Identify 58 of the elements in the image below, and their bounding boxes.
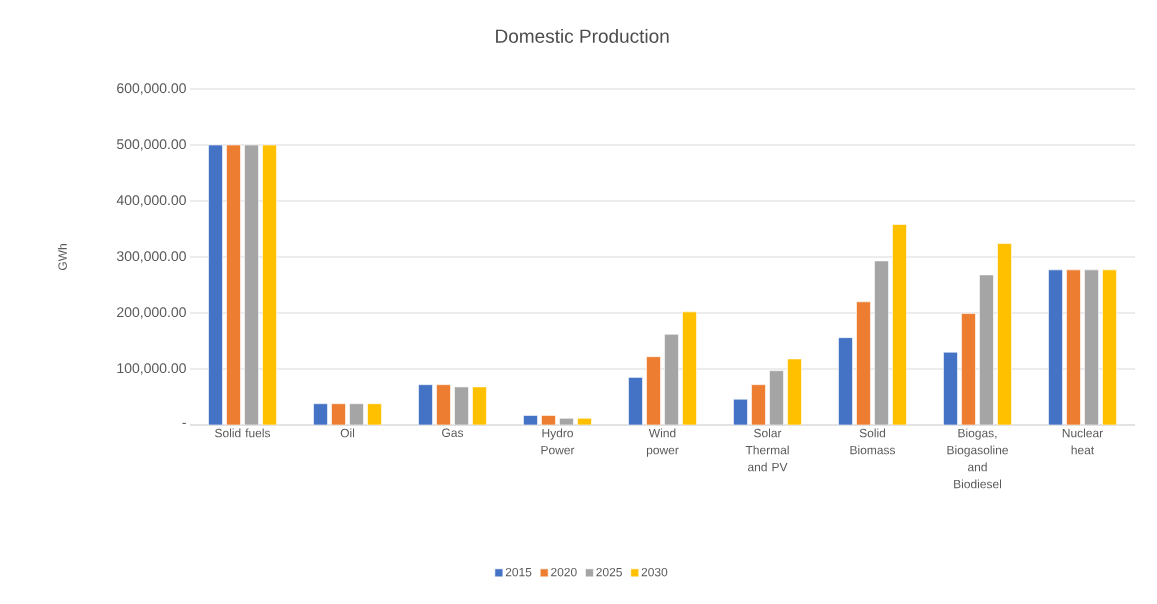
bar xyxy=(418,384,433,425)
legend-label: 2015 xyxy=(505,567,532,577)
x-tick-label: Oil xyxy=(340,428,355,438)
x-tick-label: Gas xyxy=(442,428,464,438)
x-tick-label: Nuclear heat xyxy=(1062,428,1103,455)
bar xyxy=(1066,269,1081,425)
bar xyxy=(646,356,661,425)
bar xyxy=(436,384,451,425)
bar xyxy=(454,386,469,425)
bar xyxy=(838,337,853,425)
bar xyxy=(523,415,538,425)
bar xyxy=(682,311,697,425)
y-tick-label: 200,000.00 xyxy=(117,307,186,319)
bar xyxy=(349,403,364,425)
bar xyxy=(943,351,958,425)
y-tick-label: 300,000.00 xyxy=(116,251,186,263)
bar xyxy=(226,144,241,425)
bar xyxy=(979,274,994,425)
bar xyxy=(664,333,679,425)
bar xyxy=(541,415,556,425)
bar xyxy=(1102,269,1117,425)
y-tick-label: - xyxy=(182,422,186,424)
bar xyxy=(733,398,748,425)
bar xyxy=(1084,269,1099,425)
x-tick-label: Solid Biomass xyxy=(850,428,896,455)
x-tick-label: Solid fuels xyxy=(215,428,271,438)
legend-label: 2030 xyxy=(641,567,668,577)
bar xyxy=(208,144,223,425)
bar xyxy=(628,377,643,425)
bar xyxy=(1048,269,1063,425)
bar xyxy=(874,260,889,425)
bar xyxy=(262,144,277,425)
x-tick-label: Wind power xyxy=(646,428,679,457)
chart-title: Domestic Production xyxy=(496,28,669,43)
bar xyxy=(856,301,871,425)
bar xyxy=(559,417,574,425)
bar xyxy=(892,224,907,425)
bar xyxy=(244,144,259,425)
bar xyxy=(313,403,328,425)
legend-label: 2020 xyxy=(551,567,577,577)
bar xyxy=(577,417,592,425)
legend-label: 2025 xyxy=(596,567,622,577)
x-tick-label: Biogas, Biogasoline and Biodiesel xyxy=(947,428,1008,489)
bar xyxy=(367,403,382,425)
y-tick-label: 400,000.00 xyxy=(116,195,186,207)
bar xyxy=(787,358,802,425)
x-tick-label: Hydro Power xyxy=(541,428,575,455)
y-axis-title: GWh xyxy=(58,244,67,271)
bar xyxy=(751,384,766,425)
bar xyxy=(769,370,784,425)
y-tick-label: 100,000.00 xyxy=(117,363,186,375)
bar xyxy=(961,313,976,425)
bar xyxy=(997,243,1012,425)
x-tick-label: Solar Thermal and PV xyxy=(745,428,789,472)
y-tick-label: 500,000.00 xyxy=(116,139,186,151)
bar xyxy=(331,403,346,425)
y-tick-label: 600,000.00 xyxy=(117,83,186,95)
bar xyxy=(472,386,487,425)
